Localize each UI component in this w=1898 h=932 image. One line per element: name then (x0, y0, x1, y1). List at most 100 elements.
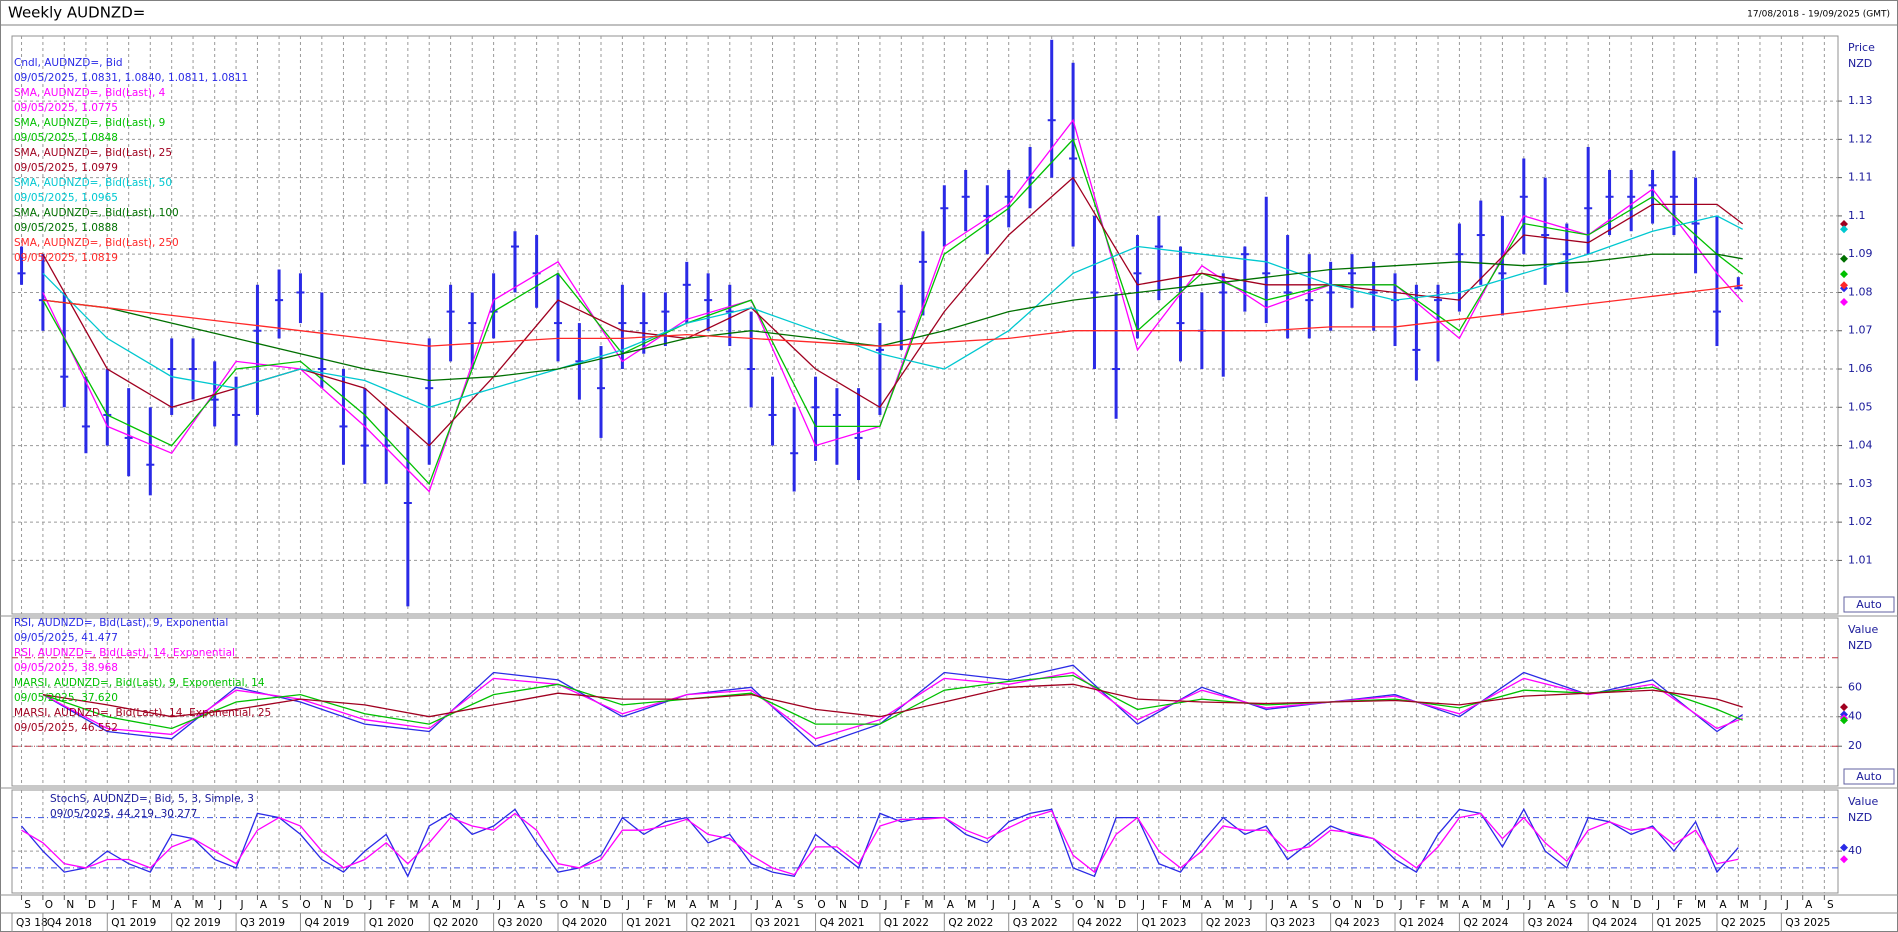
x-tick-label: O (1075, 899, 1083, 911)
series-line (21, 810, 1739, 876)
legend-name: SMA, AUDNZD=, Bid(Last), 50 (14, 177, 172, 189)
candle-range (320, 292, 324, 389)
candle-range (728, 284, 732, 347)
candle-range (663, 292, 667, 347)
x-tick-label: J (626, 899, 630, 911)
x-tick-label: O (1590, 899, 1598, 911)
candle-range (62, 292, 66, 408)
candle-range (127, 388, 131, 477)
legend-name: SMA, AUDNZD=, Bid(Last), 9 (14, 117, 165, 129)
x-tick-label: N (324, 899, 332, 911)
x-tick-label: J (240, 899, 244, 911)
series-line (42, 683, 1743, 718)
quarter-label: Q3 2022 (1013, 917, 1058, 929)
x-tick-label: A (1805, 899, 1813, 911)
x-tick-label: N (581, 899, 589, 911)
candle-range (1350, 254, 1354, 308)
y-tick-label: 1.13 (1848, 94, 1873, 107)
x-tick-label: J (991, 899, 995, 911)
candle-range (1329, 261, 1333, 331)
legend-name: MARSI, AUDNZD=, Bid(Last), 14, Exponenti… (14, 707, 271, 719)
series-line (21, 807, 1739, 878)
y-tick-label: 1.07 (1848, 324, 1873, 337)
candle-range (921, 231, 925, 316)
candle-range (1393, 273, 1397, 347)
x-tick-label: J (1141, 899, 1145, 911)
legend-value: 09/05/2025, 1.0888 (14, 222, 118, 234)
series-line (42, 138, 1744, 486)
x-tick-label: A (1290, 899, 1298, 911)
candle-range (985, 185, 989, 255)
candle-range (1500, 215, 1504, 316)
x-tick-label: A (1462, 899, 1470, 911)
quarter-label: Q1 2024 (1399, 917, 1444, 929)
x-tick-label: A (1032, 899, 1040, 911)
candle-range (556, 273, 560, 362)
quarter-label: Q4 2018 (47, 917, 92, 929)
axis-unit: NZD (1848, 811, 1872, 824)
candle-range (706, 273, 710, 331)
x-tick-label: O (302, 899, 310, 911)
x-tick-label: S (282, 899, 289, 911)
x-tick-label: D (1118, 899, 1126, 911)
last-value-marker (1840, 281, 1848, 290)
x-tick-label: O (45, 899, 53, 911)
candle-range (1372, 261, 1376, 331)
candle-range (449, 284, 453, 362)
x-tick-label: M (1440, 899, 1449, 911)
x-tick-label: F (1419, 899, 1425, 911)
x-tick-label: F (1162, 899, 1168, 911)
x-tick-label: A (689, 899, 697, 911)
y-tick-label: 1.06 (1848, 362, 1873, 375)
candle-range (1543, 177, 1547, 285)
legend-value: 09/05/2025, 46.552 (14, 722, 118, 734)
candle-range (878, 323, 882, 415)
x-tick-label: M (1225, 899, 1234, 911)
x-tick-label: M (195, 899, 204, 911)
scale-button (1843, 768, 1895, 785)
candle-range (1050, 39, 1054, 178)
x-tick-label: M (1182, 899, 1191, 911)
y-tick-label: 1.03 (1848, 477, 1873, 490)
candle-range (599, 346, 603, 438)
candle-range (1178, 246, 1182, 362)
axis-unit: NZD (1848, 639, 1872, 652)
quarter-label: Q1 2022 (884, 917, 929, 929)
quarter-label: Q2 2024 (1463, 917, 1508, 929)
x-tick-label: J (1012, 899, 1016, 911)
candle-range (1007, 169, 1011, 228)
candle-range (964, 169, 968, 232)
x-tick-label: A (1204, 899, 1212, 911)
y-tick-label: 1.1 (1848, 209, 1866, 222)
x-tick-label: J (1270, 899, 1274, 911)
candle-range (363, 388, 367, 484)
x-tick-label: M (1697, 899, 1706, 911)
candle-range (1307, 254, 1311, 339)
candle-range (513, 231, 517, 293)
x-tick-label: D (861, 899, 869, 911)
candle-range (1586, 147, 1590, 255)
axis-label: Price (1848, 41, 1875, 54)
x-tick-label: J (1763, 899, 1767, 911)
panel-frame (11, 617, 1839, 787)
x-tick-label: M (967, 899, 976, 911)
candle-range (1457, 223, 1461, 312)
candle-range (1414, 284, 1418, 381)
legend-name: SMA, AUDNZD=, Bid(Last), 25 (14, 147, 172, 159)
candle-range (749, 311, 753, 408)
legend-value: 09/05/2025, 1.0831, 1.0840, 1.0811, 1.08… (14, 72, 248, 84)
x-tick-label: S (1054, 899, 1061, 911)
quarter-label: Q1 2019 (111, 917, 156, 929)
quarter-label: Q3 2021 (755, 917, 800, 929)
x-tick-label: A (174, 899, 182, 911)
x-tick-label: J (497, 899, 501, 911)
x-tick-label: N (66, 899, 74, 911)
last-value-marker (1840, 703, 1848, 712)
y-tick-label: 20 (1848, 739, 1862, 752)
x-tick-label: J (218, 899, 222, 911)
x-tick-label: F (132, 899, 138, 911)
quarter-label: Q2 2023 (1206, 917, 1251, 929)
candle-range (105, 369, 109, 446)
quarter-label: Q1 2025 (1657, 917, 1702, 929)
